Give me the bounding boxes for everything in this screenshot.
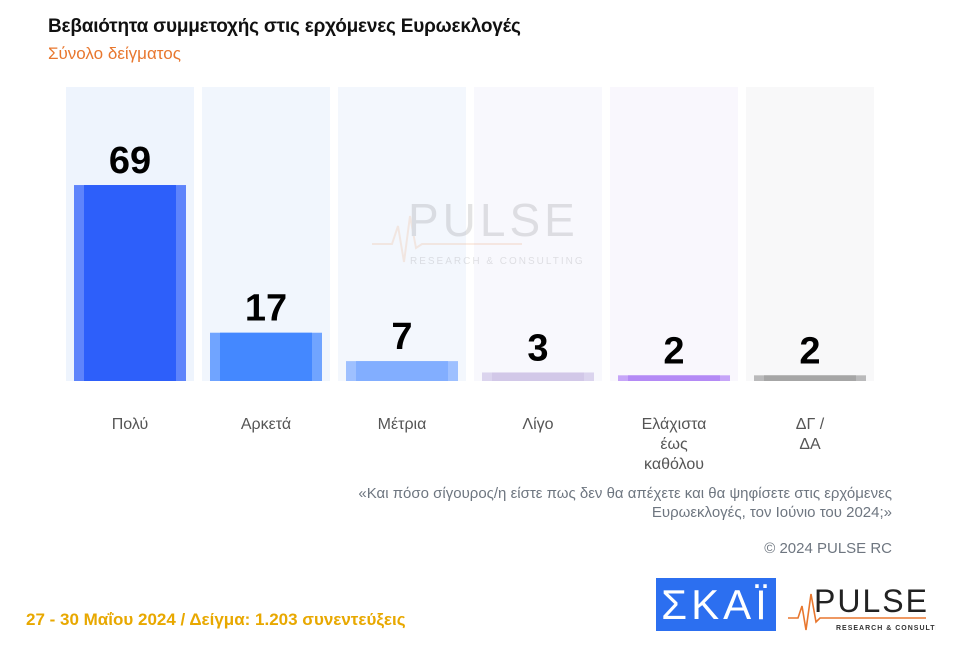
category-label: Λίγο <box>522 416 553 433</box>
data-label: 2 <box>799 330 820 372</box>
category-label: έως <box>660 436 688 453</box>
bar <box>220 332 312 381</box>
column-background <box>610 87 738 381</box>
column-background <box>474 87 602 381</box>
category-label: Πολύ <box>112 416 149 433</box>
chart-subtitle: Σύνολο δείγματος <box>48 44 181 63</box>
svg-text:RESEARCH & CONSULTING: RESEARCH & CONSULTING <box>836 625 936 632</box>
bar <box>84 185 176 381</box>
bar <box>764 375 856 381</box>
bar <box>628 375 720 381</box>
category-label: Ελάχιστα <box>642 416 707 433</box>
bar-chart: 69 Πολύ 17 Αρκετά 7 Μέτρια 3 Λίγο 2 Ελάχιστα έως κα… <box>66 87 874 473</box>
column-background <box>746 87 874 381</box>
survey-footer: 27 - 30 Μαΐου 2024 / Δείγμα: 1.203 συνεν… <box>26 610 406 629</box>
column-background <box>338 87 466 381</box>
svg-text:PULSE: PULSE <box>814 583 929 619</box>
bar <box>492 372 584 381</box>
data-label: 17 <box>245 288 287 330</box>
category-label: Μέτρια <box>378 416 427 433</box>
bar <box>356 361 448 381</box>
skai-logo: ΣΚΑΪ <box>656 578 776 631</box>
column-background <box>202 87 330 381</box>
data-label: 7 <box>391 316 412 358</box>
pulse-logo: PULSE RESEARCH & CONSULTING <box>788 583 936 632</box>
category-label: ΔΓ / <box>796 416 825 433</box>
data-label: 69 <box>109 140 151 182</box>
data-label: 3 <box>527 327 548 369</box>
category-label: καθόλου <box>644 456 704 473</box>
category-label: ΔΑ <box>799 436 821 453</box>
skai-logo-text: ΣΚΑΪ <box>661 580 771 628</box>
data-label: 2 <box>663 330 684 372</box>
category-label: Αρκετά <box>241 416 291 433</box>
chart-title: Βεβαιότητα συμμετοχής στις ερχόμενες Ευρ… <box>48 16 521 37</box>
survey-question: «Και πόσο σίγουρος/η είστε πως δεν θα απ… <box>358 485 892 521</box>
copyright: © 2024 PULSE RC <box>764 540 892 557</box>
